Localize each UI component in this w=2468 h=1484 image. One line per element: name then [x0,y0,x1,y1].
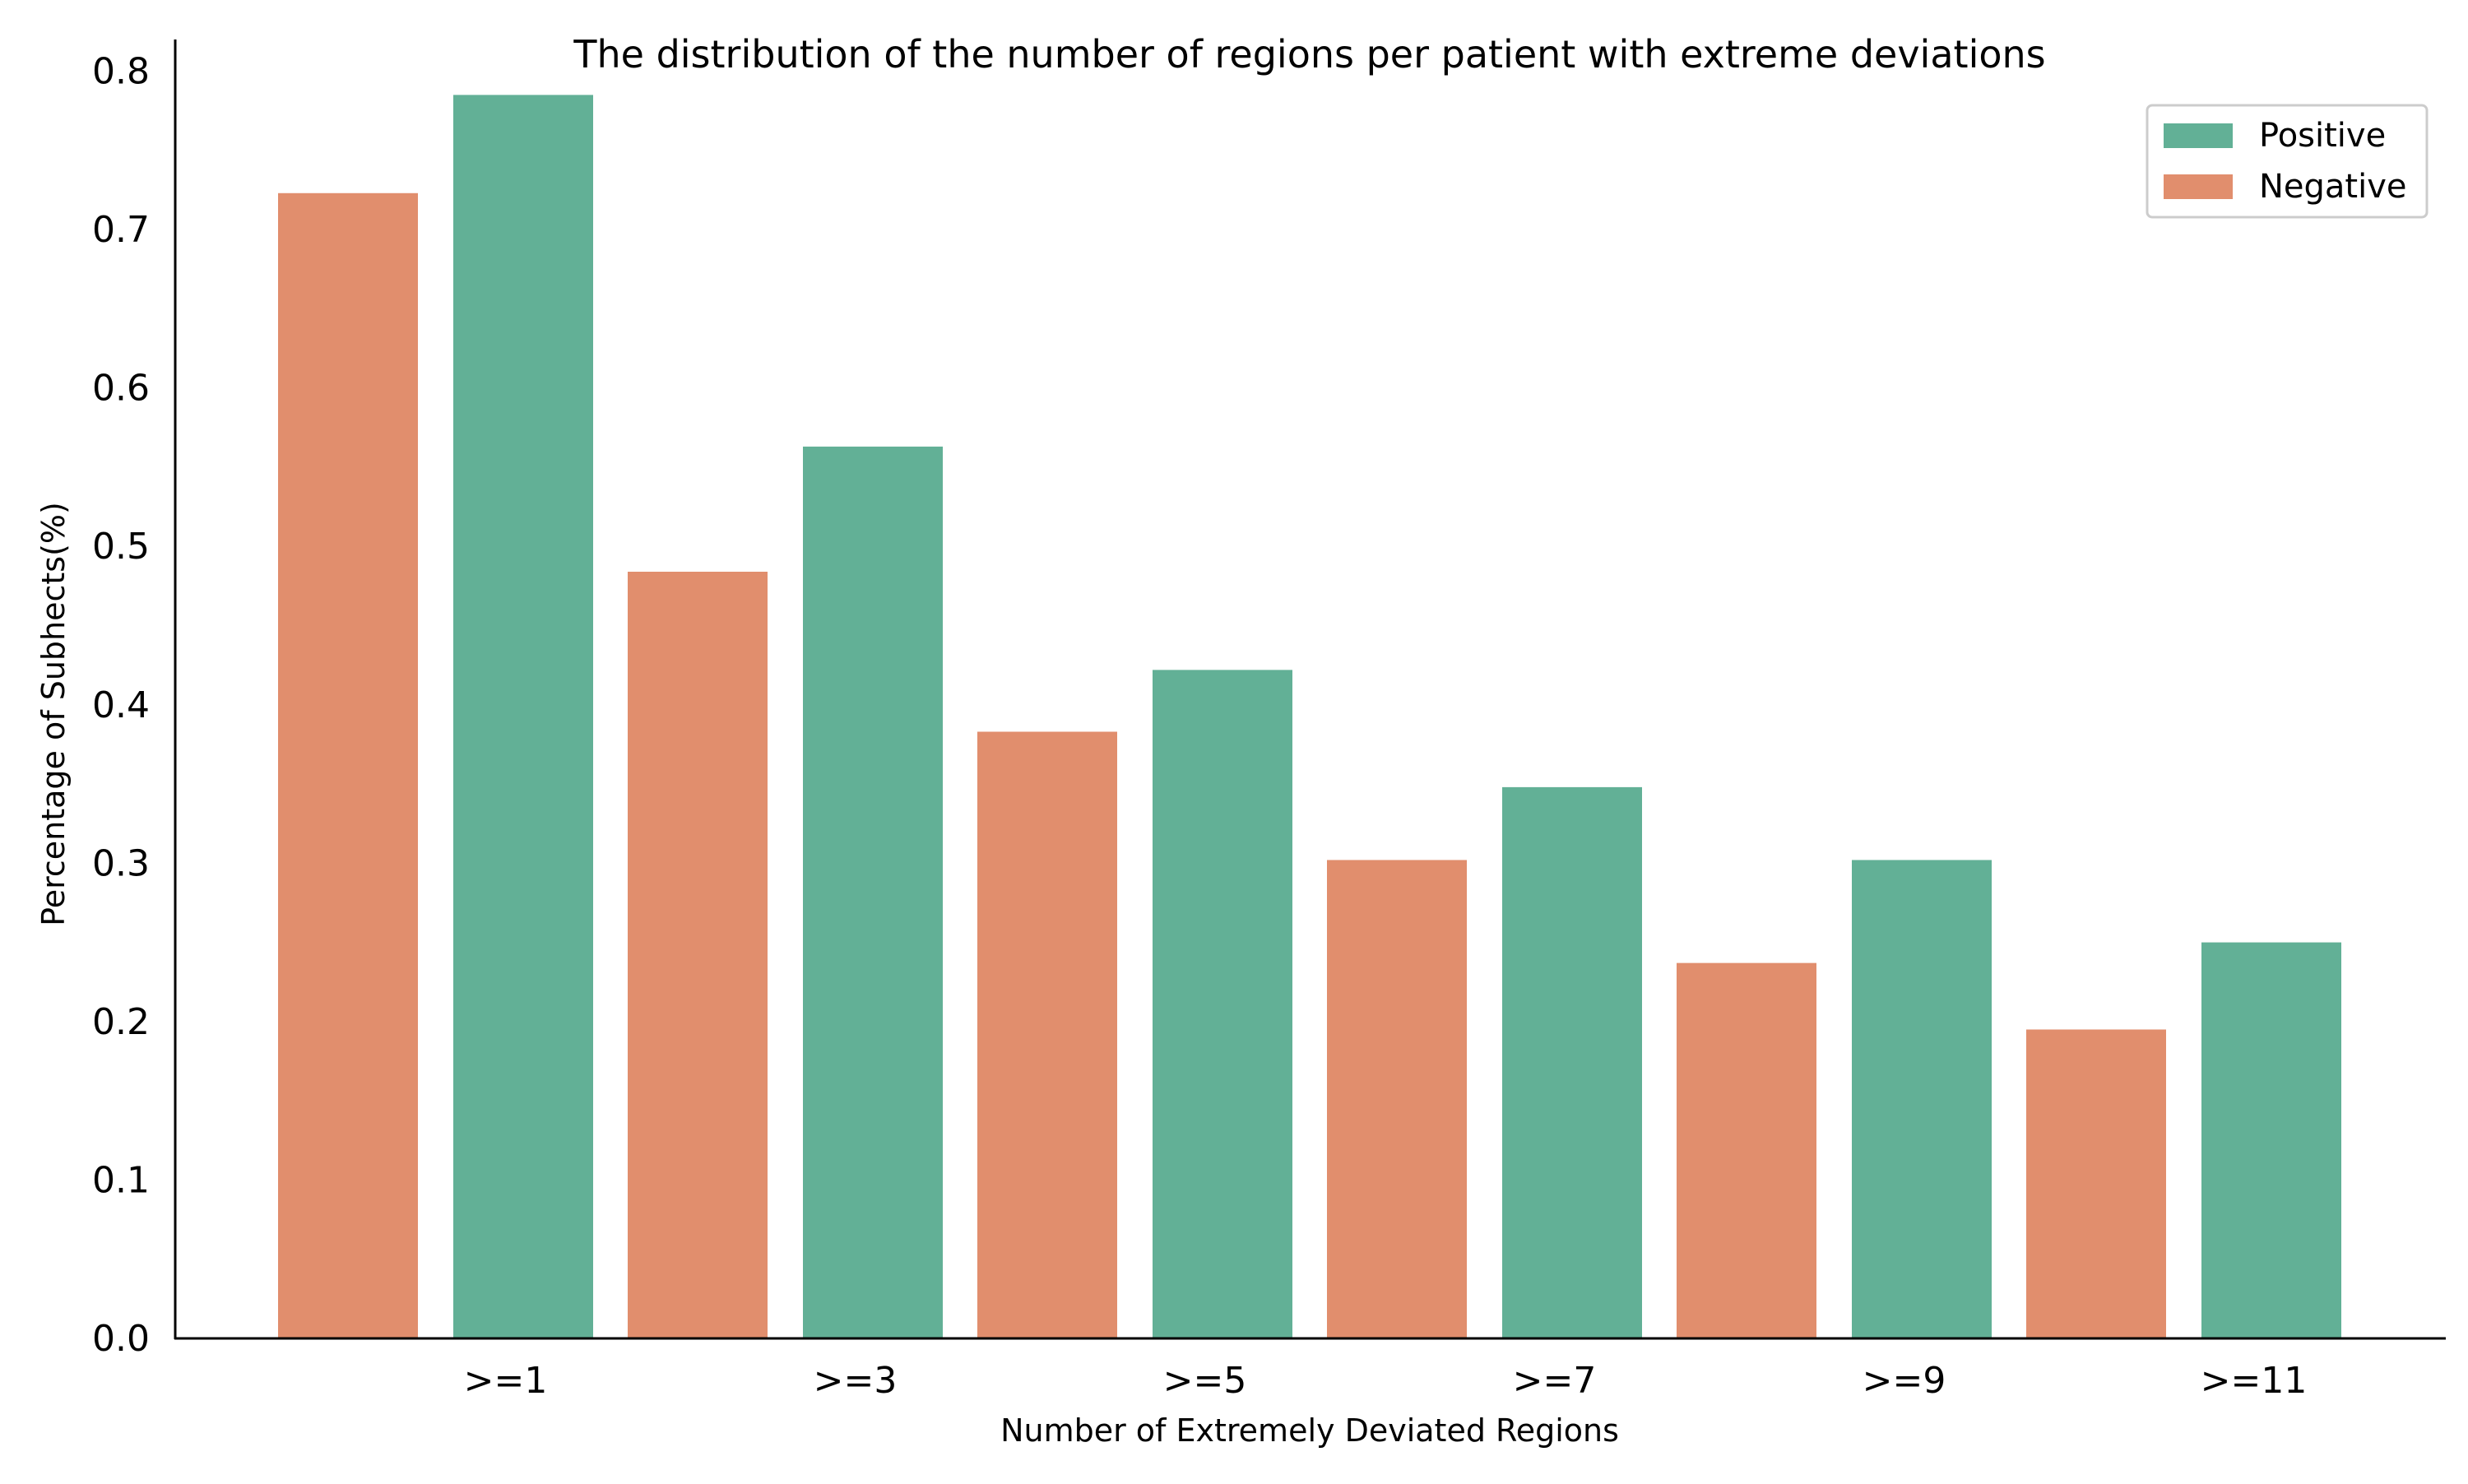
bar-positive-4 [1502,786,1642,1338]
x-tick-label: >=7 [1513,1360,1597,1402]
y-tick-label: 0.1 [92,1159,150,1201]
bars-layer [278,95,2341,1338]
y-tick-label: 0.6 [92,368,150,410]
bar-negative-4 [1327,860,1467,1338]
legend-label-positive: Positive [2259,117,2386,155]
y-tick-label: 0.0 [92,1318,150,1360]
bar-positive-2 [803,446,943,1338]
chart-title: The distribution of the number of region… [573,32,2045,77]
x-tick-label: >=11 [2201,1360,2308,1402]
x-tick-label: >=3 [814,1360,898,1402]
legend-swatch-negative [2164,174,2233,199]
y-tick-label: 0.4 [92,684,150,726]
y-tick-label: 0.2 [92,1001,150,1043]
x-tick-label: >=5 [1163,1360,1247,1402]
bar-negative-1 [278,192,418,1338]
bar-positive-1 [453,95,593,1338]
y-tick-label: 0.8 [92,51,150,93]
y-axis-label: Percentage of Subhects(%) [35,502,72,926]
legend-label-negative: Negative [2259,168,2407,206]
y-tick-label: 0.5 [92,526,150,568]
bar-positive-3 [1153,670,1292,1338]
bar-negative-6 [2026,1029,2166,1338]
bar-negative-2 [628,572,768,1338]
bar-negative-3 [977,731,1117,1338]
x-ticks: >=1 >=3 >=5 >=7 >=9 >=11 [464,1360,2308,1402]
legend-swatch-positive [2164,123,2233,148]
y-ticks: 0.0 0.1 0.2 0.3 0.4 0.5 0.6 0.7 0.8 [92,51,150,1360]
legend: Positive Negative [2146,104,2429,219]
y-tick-label: 0.7 [92,209,150,251]
x-tick-label: >=9 [1863,1360,1946,1402]
x-tick-label: >=1 [464,1360,548,1402]
bar-negative-5 [1677,962,1816,1338]
bar-positive-6 [2201,942,2341,1338]
bar-positive-5 [1852,860,1992,1338]
x-axis-label: Number of Extremely Deviated Regions [1000,1412,1619,1449]
y-tick-label: 0.3 [92,842,150,884]
axes-layer [174,39,2446,1340]
